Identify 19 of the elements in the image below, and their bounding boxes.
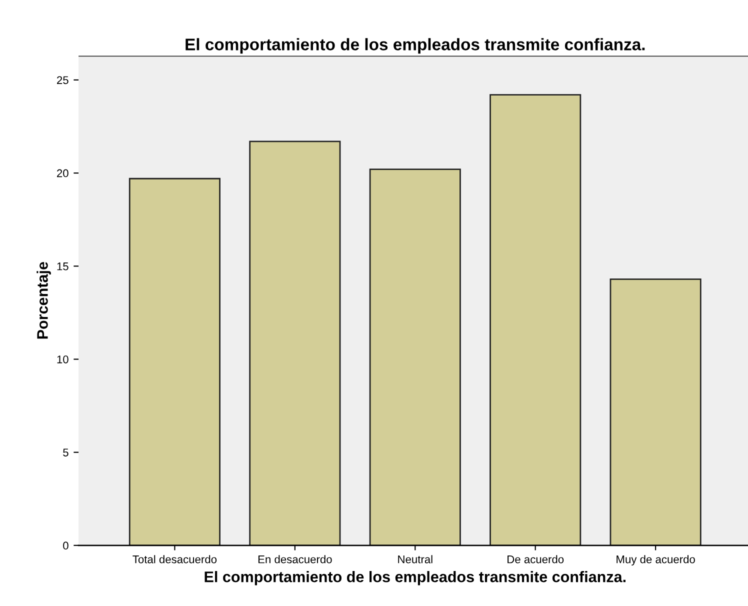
x-tick-label: Neutral xyxy=(398,555,432,564)
y-tick-label: 25 xyxy=(57,76,68,84)
bar xyxy=(610,278,702,546)
y-tick-label: 20 xyxy=(57,169,68,178)
x-tick-label: Total desacuerdo xyxy=(132,555,217,564)
bar xyxy=(128,178,220,546)
y-tick-label: 0 xyxy=(63,542,68,550)
y-tick-label: 10 xyxy=(57,355,68,364)
bar xyxy=(249,140,341,546)
x-tick-label: En desacuerdo xyxy=(258,555,332,564)
y-axis-title: Porcentaje xyxy=(36,262,51,339)
x-tick-label: De acuerdo xyxy=(508,555,564,564)
y-tick-label: 15 xyxy=(57,262,68,270)
x-axis-title: El comportamiento de los empleados transmite confianza. xyxy=(204,571,626,586)
bar xyxy=(490,94,582,546)
y-tick-label: 5 xyxy=(63,448,68,456)
chart-title: El comportamiento de los empleados transmite confianza. xyxy=(186,38,645,54)
x-tick-label: Muy de acuerdo xyxy=(616,555,695,566)
bar xyxy=(369,168,461,546)
